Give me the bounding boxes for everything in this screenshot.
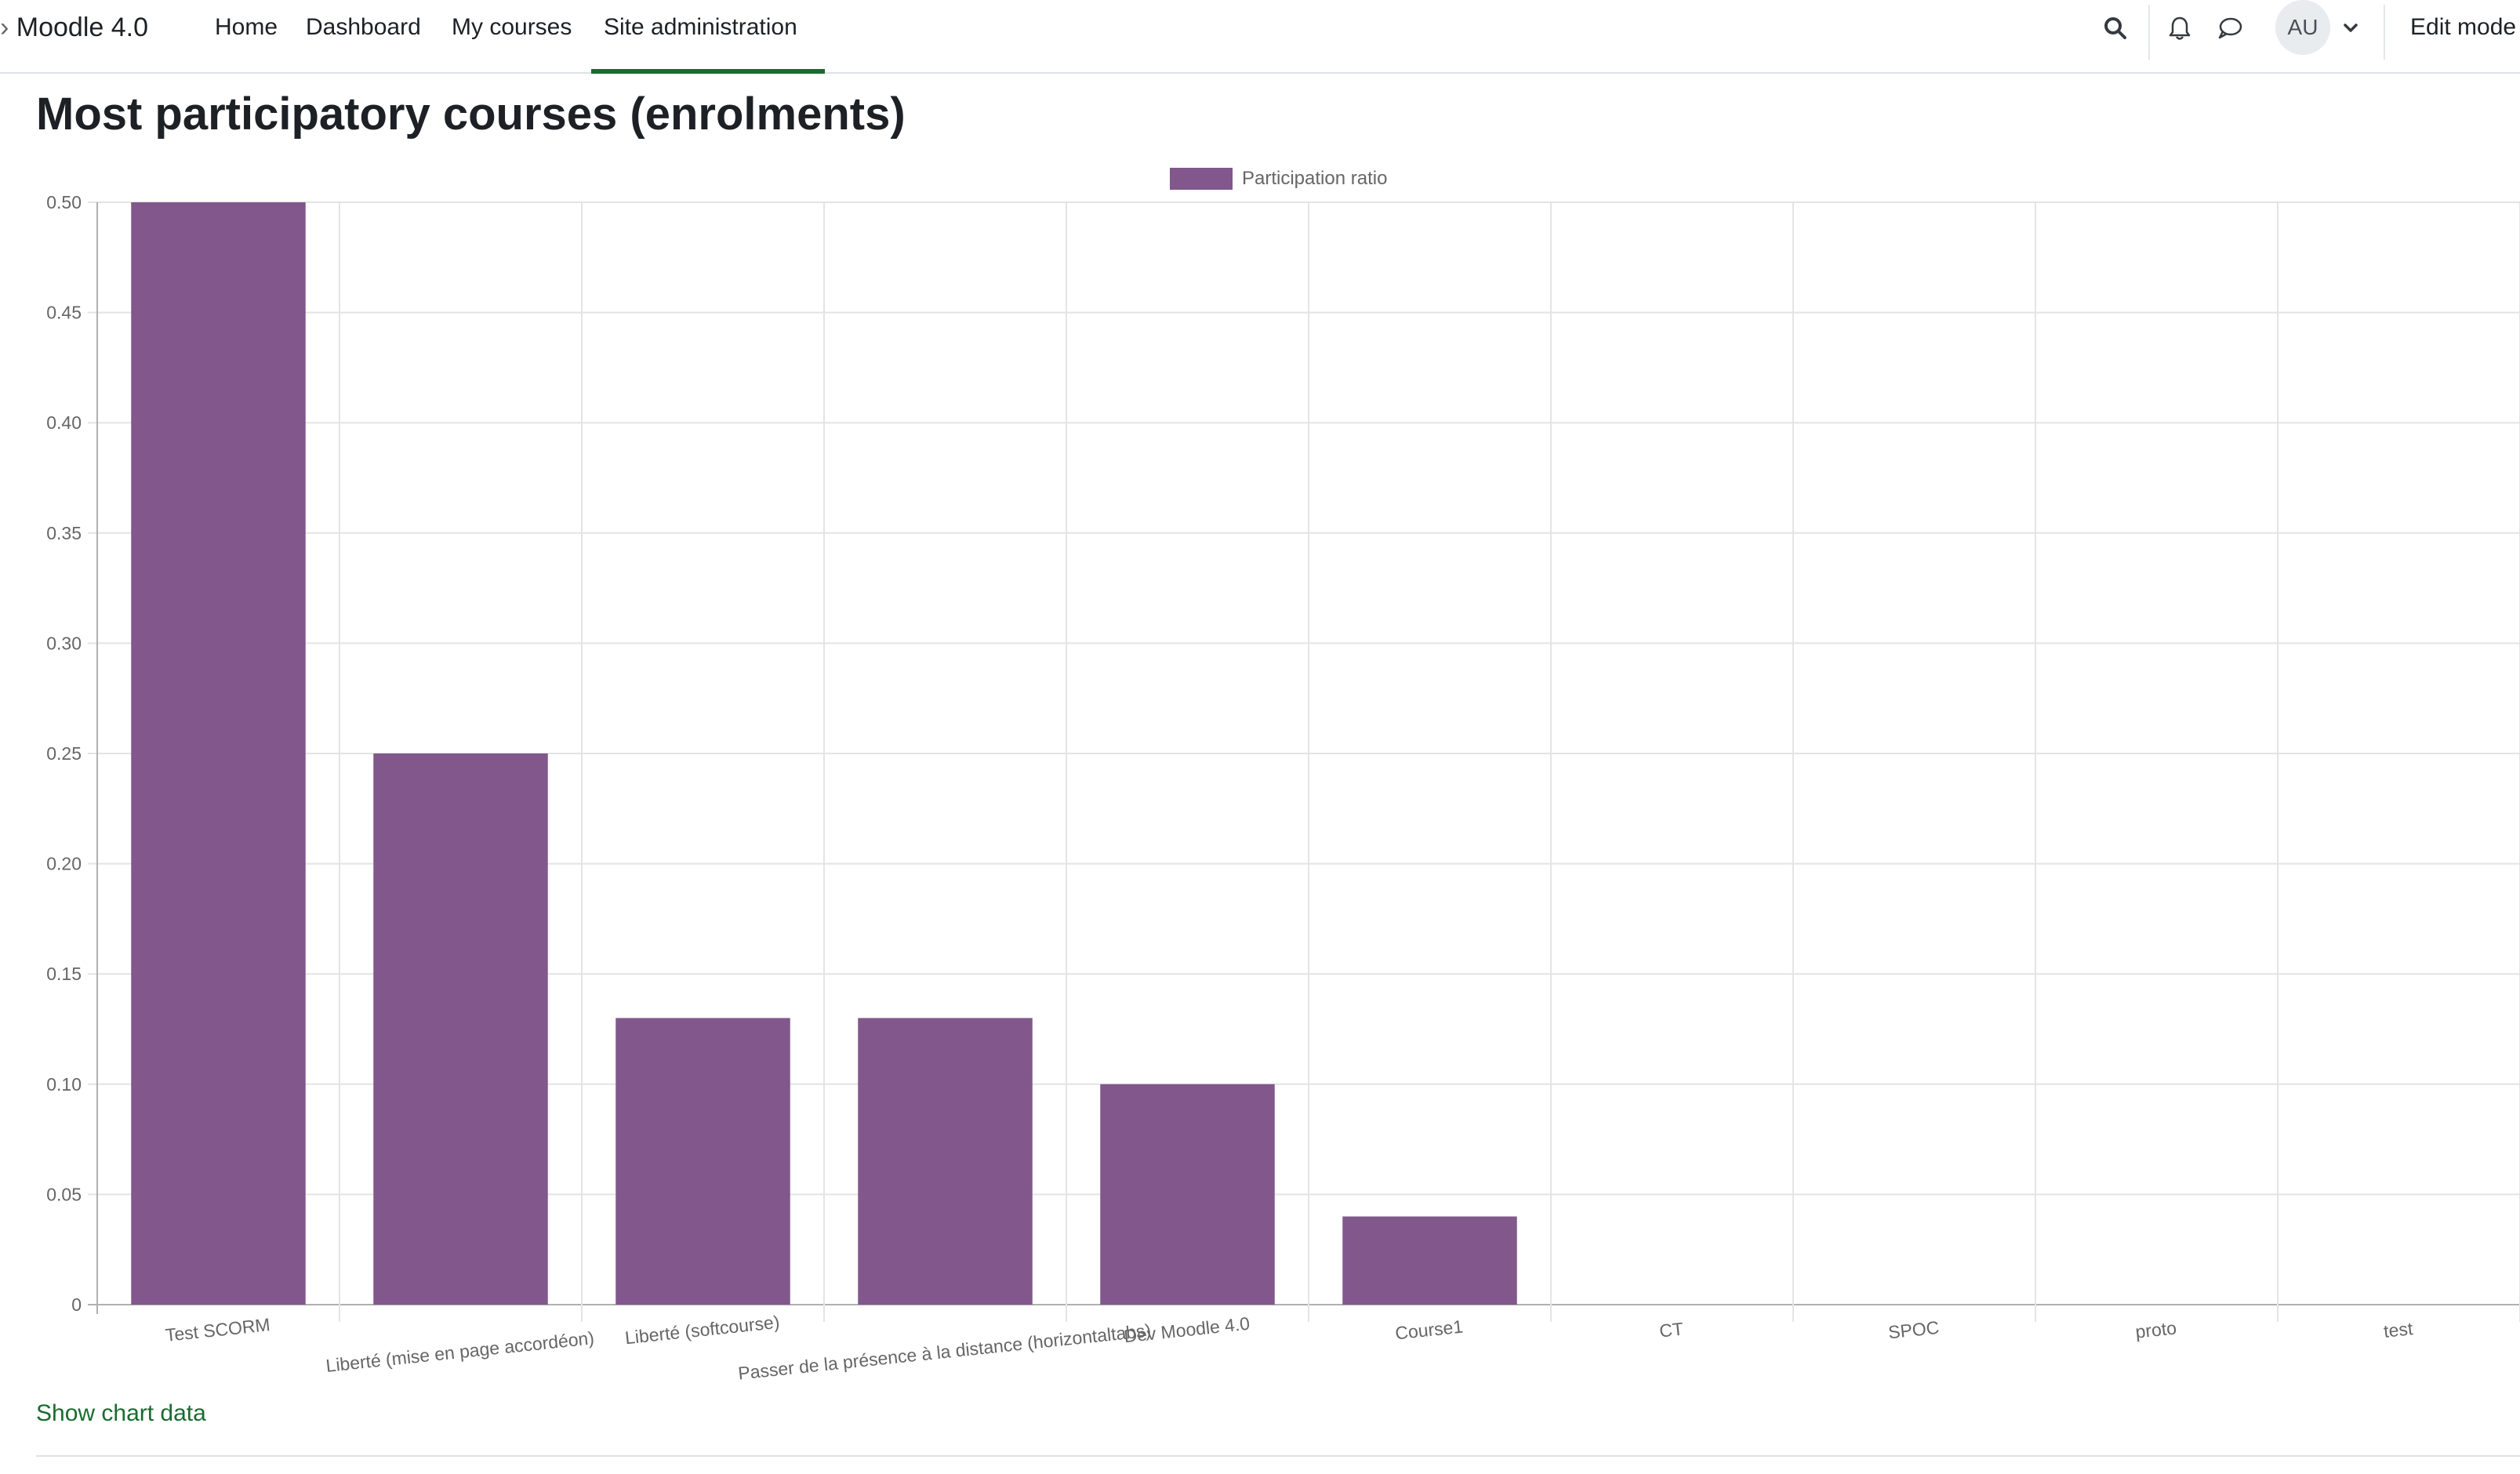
x-tick-label: CT bbox=[1658, 1319, 1684, 1341]
y-tick-label: 0 bbox=[71, 1294, 82, 1315]
show-chart-data-link[interactable]: Show chart data bbox=[36, 1400, 206, 1426]
y-tick-label: 0.45 bbox=[46, 303, 82, 323]
chevron-down-icon[interactable] bbox=[2333, 11, 2368, 45]
y-tick-label: 0.40 bbox=[46, 412, 82, 433]
chart-legend[interactable]: Participation ratio bbox=[1170, 166, 1387, 191]
search-icon[interactable] bbox=[2098, 11, 2133, 45]
y-tick-label: 0.15 bbox=[46, 964, 82, 984]
y-tick-label: 0.50 bbox=[46, 192, 82, 212]
y-tick-label: 0.05 bbox=[46, 1184, 82, 1204]
x-tick-label: Liberté (softcourse) bbox=[624, 1312, 781, 1349]
nav-dashboard[interactable]: Dashboard bbox=[306, 14, 421, 40]
page-title: Most participatory courses (enrolments) bbox=[36, 89, 906, 140]
x-tick-label: Test SCORM bbox=[165, 1314, 271, 1345]
chart-bar bbox=[131, 202, 306, 1305]
nav-separator bbox=[2148, 5, 2150, 60]
nav-my-courses[interactable]: My courses bbox=[452, 14, 572, 40]
y-tick-label: 0.30 bbox=[46, 633, 82, 653]
chart-bar bbox=[858, 1018, 1033, 1305]
active-nav-indicator bbox=[591, 69, 825, 74]
x-tick-label: Dev Moodle 4.0 bbox=[1123, 1313, 1251, 1347]
top-navbar: › Moodle 4.0 Home Dashboard My courses S… bbox=[0, 0, 2520, 74]
y-tick-label: 0.10 bbox=[46, 1074, 82, 1095]
chat-icon[interactable] bbox=[2213, 11, 2247, 45]
bell-icon[interactable] bbox=[2162, 11, 2197, 45]
edit-mode-toggle[interactable]: Edit mode bbox=[2410, 14, 2517, 40]
x-tick-label: Course1 bbox=[1394, 1316, 1464, 1344]
y-tick-label: 0.35 bbox=[46, 523, 82, 543]
x-tick-label: test bbox=[2383, 1318, 2414, 1341]
y-tick-label: 0.25 bbox=[46, 743, 82, 764]
x-tick-label: SPOC bbox=[1887, 1317, 1941, 1343]
site-brand[interactable]: › Moodle 4.0 bbox=[0, 13, 149, 42]
nav-site-administration[interactable]: Site administration bbox=[604, 14, 797, 40]
x-tick-label: Liberté (mise en page accordéon) bbox=[325, 1327, 595, 1376]
section-divider bbox=[36, 1455, 2520, 1457]
nav-separator bbox=[2384, 5, 2385, 60]
y-tick-label: 0.20 bbox=[46, 854, 82, 874]
legend-label: Participation ratio bbox=[1242, 168, 1388, 189]
x-tick-label: proto bbox=[2134, 1317, 2177, 1341]
chart-bar bbox=[1342, 1216, 1517, 1305]
nav-home[interactable]: Home bbox=[215, 14, 278, 40]
x-tick-label: Passer de la présence à la distance (hor… bbox=[737, 1320, 1152, 1383]
bar-chart: 0 0.05 0.10 0.15 0.20 0.25 0.30 0.35 0.40 0.45 0.5… bbox=[46, 192, 2520, 1384]
chart-bar bbox=[1100, 1084, 1275, 1305]
chart-bar bbox=[615, 1018, 790, 1305]
chart-bar bbox=[373, 753, 548, 1305]
legend-swatch bbox=[1170, 168, 1233, 190]
user-avatar[interactable]: AU bbox=[2275, 0, 2330, 55]
